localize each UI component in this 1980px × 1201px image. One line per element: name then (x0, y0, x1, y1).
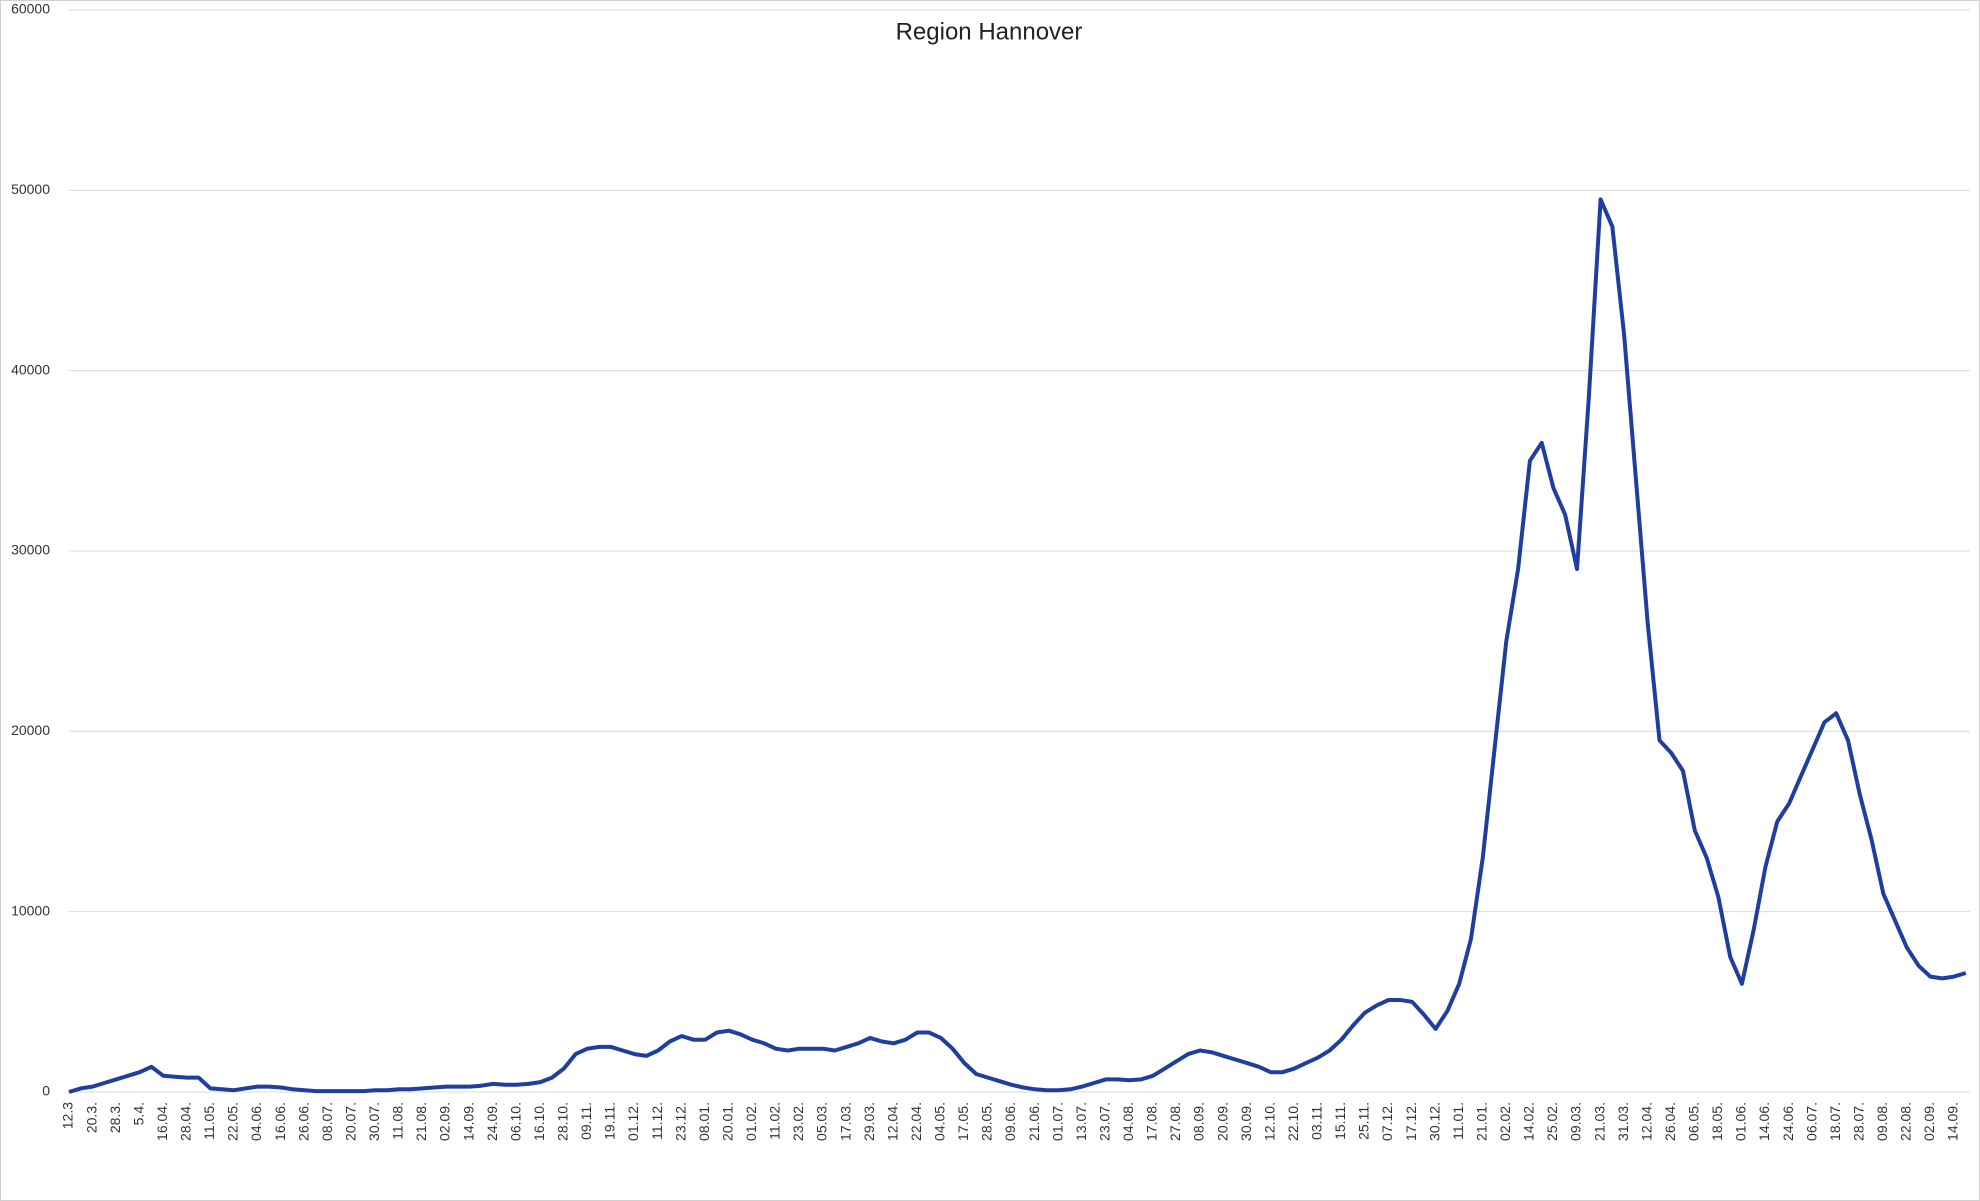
x-tick-label: 21.01. (1473, 1102, 1489, 1141)
chart-title: Region Hannover (896, 18, 1083, 45)
x-tick-label: 22.10. (1285, 1102, 1301, 1141)
x-tick-label: 25.11. (1356, 1102, 1372, 1140)
x-tick-label: 11.01. (1450, 1102, 1466, 1140)
x-tick-label: 17.12. (1403, 1102, 1419, 1141)
x-tick-label: 28.04. (178, 1102, 194, 1141)
x-tick-label: 01.02. (743, 1102, 759, 1141)
x-tick-label: 19.11. (602, 1102, 618, 1140)
x-tick-label: 17.05. (955, 1102, 971, 1141)
x-tick-label: 25.02. (1544, 1102, 1560, 1141)
y-tick-label: 0 (42, 1083, 50, 1099)
x-tick-label: 30.07. (366, 1102, 382, 1141)
x-tick-label: 28.05. (979, 1102, 995, 1141)
x-tick-label: 21.06. (1026, 1102, 1042, 1141)
x-tick-label: 17.08. (1144, 1102, 1160, 1141)
x-tick-label: 21.08. (413, 1102, 429, 1141)
x-tick-label: 11.02. (767, 1102, 783, 1140)
x-tick-label: 01.12. (625, 1102, 641, 1141)
x-tick-label: 20.07. (342, 1102, 358, 1141)
x-tick-label: 12.10. (1261, 1102, 1277, 1141)
x-tick-label: 06.10. (507, 1102, 523, 1141)
x-tick-label: 11.05. (201, 1102, 217, 1140)
x-tick-label: 20.3. (83, 1102, 99, 1133)
y-tick-label: 60000 (11, 1, 50, 17)
x-tick-label: 22.04. (908, 1102, 924, 1141)
x-tick-label: 02.09. (1921, 1102, 1937, 1141)
x-tick-label: 08.09. (1191, 1102, 1207, 1141)
x-tick-label: 11.12. (649, 1102, 665, 1140)
x-tick-label: 22.05. (225, 1102, 241, 1141)
x-tick-label: 12.04. (1638, 1102, 1654, 1141)
x-tick-label: 26.06. (295, 1102, 311, 1141)
x-tick-label: 29.03. (861, 1102, 877, 1141)
x-tick-label: 02.02. (1497, 1102, 1513, 1141)
y-tick-label: 10000 (11, 902, 50, 918)
x-tick-label: 14.09. (1945, 1102, 1961, 1141)
x-tick-label: 13.07. (1073, 1102, 1089, 1141)
x-tick-label: 12.04. (884, 1102, 900, 1141)
x-tick-label: 5.4. (130, 1102, 146, 1125)
x-tick-label: 09.03. (1568, 1102, 1584, 1141)
x-tick-label: 22.08. (1898, 1102, 1914, 1141)
x-tick-label: 05.03. (814, 1102, 830, 1141)
y-tick-label: 30000 (11, 542, 50, 558)
x-tick-label: 06.05. (1686, 1102, 1702, 1141)
x-tick-label: 21.03. (1591, 1102, 1607, 1141)
x-tick-label: 08.07. (319, 1102, 335, 1141)
x-tick-label: 04.05. (932, 1102, 948, 1141)
line (68, 197, 1967, 1094)
x-tick-label: 04.08. (1120, 1102, 1136, 1141)
x-tick-label: 06.07. (1803, 1102, 1819, 1141)
x-tick-label: 30.09. (1238, 1102, 1254, 1141)
x-tick-label: 04.06. (248, 1102, 264, 1141)
y-tick-label: 20000 (11, 722, 50, 738)
x-tick-label: 08.01. (696, 1102, 712, 1141)
x-tick-label: 18.07. (1827, 1102, 1843, 1141)
x-tick-label: 16.10. (531, 1102, 547, 1141)
x-tick-label: 03.11. (1309, 1102, 1325, 1140)
x-tick-label: 09.08. (1874, 1102, 1890, 1141)
x-tick-label: 16.04. (154, 1102, 170, 1141)
x-tick-label: 26.04. (1662, 1102, 1678, 1141)
x-tick-label: 01.06. (1733, 1102, 1749, 1141)
x-tick-label: 09.06. (1002, 1102, 1018, 1141)
x-tick-label: 14.06. (1756, 1102, 1772, 1141)
x-tick-label: 23.02. (790, 1102, 806, 1141)
x-tick-label: 24.06. (1780, 1102, 1796, 1141)
x-tick-label: 28.07. (1850, 1102, 1866, 1141)
x-tick-label: 18.05. (1709, 1102, 1725, 1141)
x-tick-label: 30.12. (1426, 1102, 1442, 1141)
x-tick-label: 20.01. (719, 1102, 735, 1141)
x-tick-label: 23.07. (1096, 1102, 1112, 1141)
y-tick-label: 50000 (11, 181, 50, 197)
x-tick-label: 16.06. (272, 1102, 288, 1141)
x-tick-label: 31.03. (1615, 1102, 1631, 1141)
x-tick-label: 20.09. (1214, 1102, 1230, 1141)
x-tick-label: 27.08. (1167, 1102, 1183, 1141)
y-tick-label: 40000 (11, 361, 50, 377)
x-tick-label: 24.09. (484, 1102, 500, 1141)
x-tick-label: 15.11. (1332, 1102, 1348, 1140)
x-tick-label: 02.09. (437, 1102, 453, 1141)
x-tick-label: 17.03. (837, 1102, 853, 1141)
x-tick-label: 01.07. (1049, 1102, 1065, 1141)
x-tick-label: 09.11. (578, 1102, 594, 1140)
x-tick-label: 07.12. (1379, 1102, 1395, 1141)
x-tick-label: 12.3 (60, 1102, 76, 1129)
x-tick-label: 23.12. (672, 1102, 688, 1141)
x-tick-label: 28.3. (107, 1102, 123, 1133)
x-tick-label: 28.10. (555, 1102, 571, 1141)
x-tick-label: 14.09. (460, 1102, 476, 1141)
x-tick-label: 14.02. (1521, 1102, 1537, 1141)
x-tick-label: 11.08. (390, 1102, 406, 1140)
